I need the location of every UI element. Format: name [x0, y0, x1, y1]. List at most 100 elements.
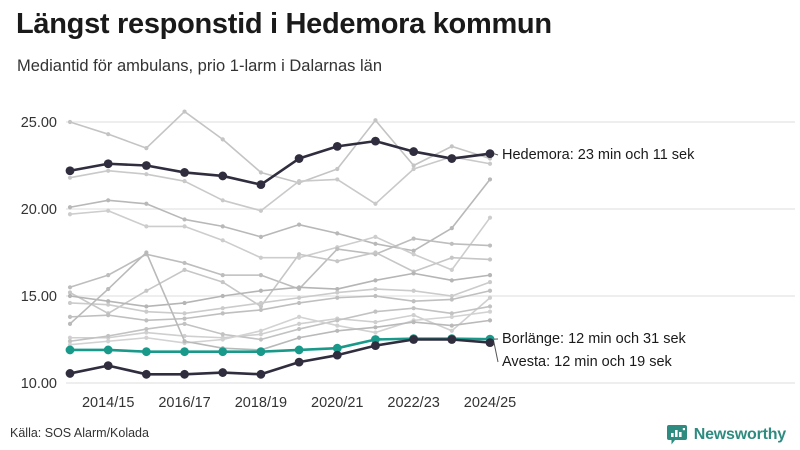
data-point	[411, 313, 416, 318]
context-series	[67, 309, 493, 347]
series-line	[69, 272, 491, 308]
data-point	[411, 288, 416, 293]
data-point	[335, 246, 340, 252]
series-line	[69, 178, 491, 252]
data-point	[220, 198, 225, 203]
data-point	[67, 285, 73, 290]
data-point	[65, 345, 75, 355]
y-axis-tick-label: 25.00	[21, 115, 57, 131]
data-point	[256, 369, 266, 379]
data-point	[485, 338, 495, 348]
data-point	[487, 273, 493, 278]
data-point	[106, 313, 111, 318]
data-point	[65, 369, 75, 378]
y-axis-tick-label: 15.00	[21, 289, 57, 305]
data-point	[67, 212, 73, 217]
data-point	[294, 345, 304, 355]
data-point	[182, 217, 187, 222]
data-point	[65, 166, 75, 176]
data-point	[335, 323, 340, 328]
context-series	[67, 250, 493, 353]
logo-wordmark: Newsworthy	[693, 426, 786, 443]
data-point	[373, 201, 378, 206]
data-point	[144, 318, 149, 323]
data-point	[371, 335, 380, 344]
data-point	[373, 278, 378, 283]
data-point	[258, 304, 264, 309]
data-point	[141, 369, 151, 379]
bar-chart-bubble-icon	[666, 425, 687, 445]
data-point	[106, 208, 111, 213]
data-point	[182, 267, 187, 272]
data-point	[220, 273, 225, 278]
data-point	[182, 260, 187, 266]
data-point	[487, 257, 493, 262]
context-series-group	[67, 109, 493, 353]
data-point	[371, 136, 380, 146]
series-line	[68, 338, 492, 376]
data-point	[449, 297, 454, 302]
data-point	[258, 328, 264, 333]
data-point	[180, 347, 189, 357]
series-annotation-label: Borlänge: 12 min och 31 sek	[502, 331, 687, 347]
data-point	[447, 154, 457, 163]
annotation-leader-line	[493, 153, 499, 156]
data-point	[335, 290, 340, 295]
series-line	[69, 251, 491, 315]
data-point	[296, 321, 302, 326]
data-point	[411, 252, 416, 257]
data-point	[373, 309, 378, 314]
context-series	[67, 109, 493, 185]
data-point	[411, 320, 416, 325]
data-point	[332, 350, 342, 360]
data-point	[182, 179, 187, 184]
data-point	[409, 147, 419, 156]
data-point	[220, 311, 225, 316]
context-series	[67, 279, 493, 316]
data-point	[487, 215, 493, 220]
data-point	[449, 328, 454, 333]
data-point	[182, 339, 187, 344]
data-point	[449, 293, 454, 299]
data-point	[144, 335, 149, 340]
data-point	[106, 302, 111, 307]
data-point	[487, 243, 493, 248]
data-point	[335, 166, 340, 172]
data-point	[449, 323, 454, 328]
data-point	[296, 179, 302, 184]
data-point	[67, 339, 73, 344]
data-point	[296, 222, 302, 227]
data-point	[144, 288, 149, 293]
x-axis-tick-label: 2024/25	[464, 395, 516, 411]
series-line	[69, 289, 491, 322]
data-point	[373, 293, 378, 299]
data-point	[296, 300, 302, 306]
data-point	[296, 295, 302, 300]
highlight-series	[65, 334, 495, 357]
data-point	[106, 168, 111, 173]
annotation-leader-line	[493, 342, 499, 363]
x-axis-tick-label: 2014/15	[82, 395, 134, 411]
data-point	[449, 314, 454, 319]
data-point	[256, 180, 266, 190]
gridlines	[66, 121, 795, 384]
data-point	[373, 320, 378, 325]
data-point	[182, 321, 187, 326]
data-point	[373, 286, 378, 292]
data-point	[332, 343, 342, 353]
data-point	[487, 304, 493, 309]
data-point	[487, 279, 493, 285]
data-point	[487, 309, 493, 314]
data-point	[144, 250, 149, 255]
series-annotation-label: Hedemora: 23 min och 11 sek	[502, 147, 695, 163]
data-point	[67, 290, 73, 295]
data-point	[220, 224, 225, 229]
data-point	[335, 231, 340, 236]
data-point	[106, 132, 111, 137]
data-point	[373, 234, 378, 239]
data-point	[449, 255, 454, 260]
series-line	[69, 209, 491, 271]
data-point	[180, 168, 189, 177]
